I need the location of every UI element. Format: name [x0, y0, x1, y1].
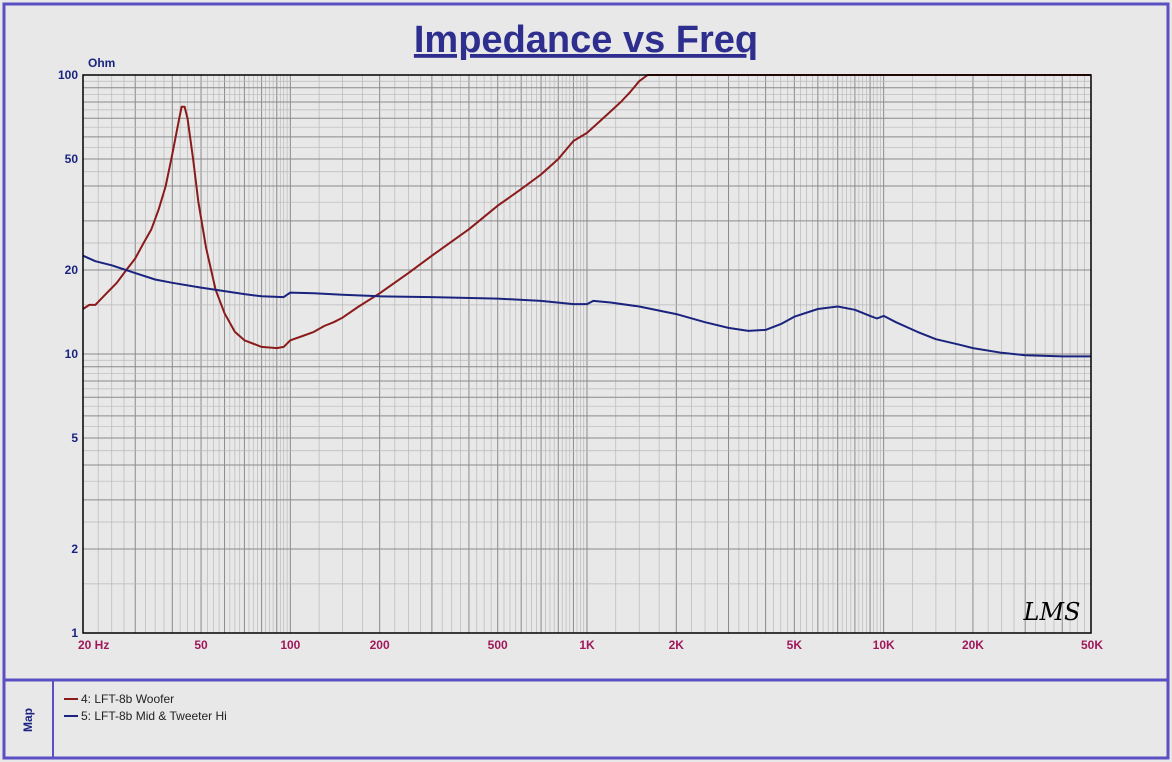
series-group — [82, 74, 1091, 358]
x-tick-label: 1K — [579, 638, 595, 652]
legend: 4: LFT-8b Woofer 5: LFT-8b Mid & Tweeter … — [64, 692, 227, 723]
y-tick-label: 100 — [58, 68, 78, 82]
x-tick-label: 100 — [280, 638, 300, 652]
x-tick-label: 5K — [787, 638, 803, 652]
legend-item-label: 4: LFT-8b Woofer — [81, 692, 174, 706]
legend-item-label: 5: LFT-8b Mid & Tweeter Hi — [81, 709, 227, 723]
grid — [82, 75, 1092, 634]
y-axis-ticks: 1 2 5 10 20 50 100 — [58, 68, 78, 640]
chart-title: Impedance vs Freq — [414, 19, 758, 61]
x-tick-label: 200 — [370, 638, 390, 652]
x-tick-label: 500 — [488, 638, 508, 652]
series-line-2 — [82, 254, 1091, 358]
y-tick-label: 10 — [65, 347, 79, 361]
x-tick-label: 10K — [873, 638, 895, 652]
x-tick-label: 20K — [962, 638, 984, 652]
y-tick-label: 5 — [71, 431, 78, 445]
map-tab-label[interactable]: Map — [21, 708, 35, 732]
y-tick-label: 1 — [71, 626, 78, 640]
y-tick-label: 2 — [71, 542, 78, 556]
series-line-1 — [82, 74, 1091, 350]
plot-border — [82, 74, 1092, 634]
y-axis-label: Ohm — [88, 56, 115, 70]
y-tick-label: 50 — [65, 152, 79, 166]
x-axis-ticks: 20 Hz 50 100 200 500 1K 2K 5K 10K 20K 50K — [78, 638, 1103, 652]
lms-watermark: LMS — [1023, 598, 1081, 626]
x-tick-label: 50 — [194, 638, 208, 652]
x-tick-label: 20 Hz — [78, 638, 109, 652]
x-tick-label: 50K — [1081, 638, 1103, 652]
y-tick-label: 20 — [65, 263, 79, 277]
x-tick-label: 2K — [669, 638, 685, 652]
